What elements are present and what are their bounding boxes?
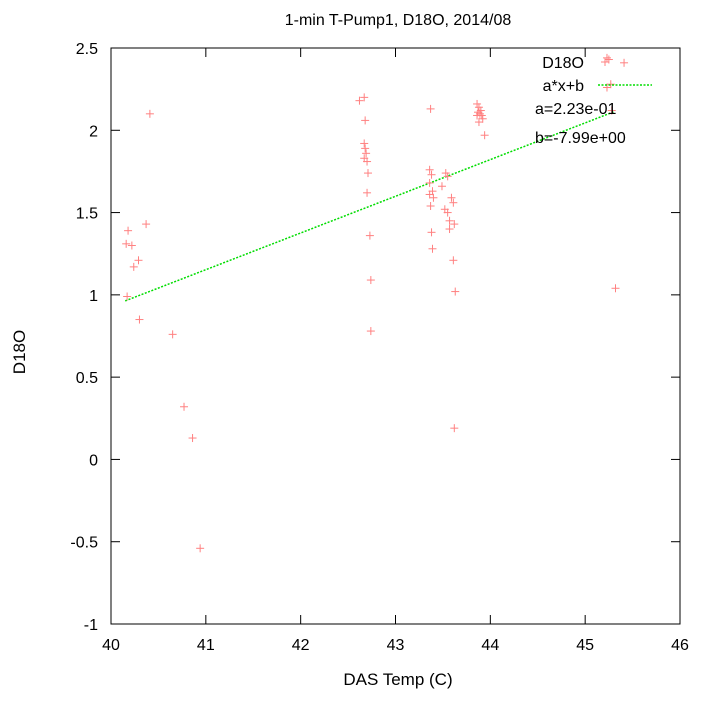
data-point bbox=[361, 116, 370, 125]
plot-frame bbox=[110, 47, 681, 625]
data-point bbox=[142, 220, 151, 229]
data-point bbox=[427, 170, 436, 179]
x-axis-label: DAS Temp (C) bbox=[343, 670, 452, 689]
data-point bbox=[606, 80, 615, 89]
data-point bbox=[427, 228, 436, 237]
y-tick-label: 0.5 bbox=[76, 370, 98, 387]
data-point bbox=[360, 139, 369, 148]
y-tick-label: -0.5 bbox=[70, 535, 98, 552]
data-point bbox=[124, 226, 133, 235]
data-point bbox=[425, 178, 434, 187]
data-point bbox=[425, 165, 434, 174]
y-tick-label: 0 bbox=[89, 452, 98, 469]
data-point bbox=[443, 208, 452, 217]
data-point bbox=[366, 276, 375, 285]
data-point bbox=[361, 144, 370, 153]
data-point bbox=[449, 198, 458, 207]
x-tick-label: 40 bbox=[102, 637, 120, 654]
data-point bbox=[451, 287, 460, 296]
x-tick-label: 45 bbox=[576, 637, 594, 654]
legend-plus-marker bbox=[601, 58, 609, 66]
data-point bbox=[129, 262, 138, 271]
x-tick-label: 44 bbox=[481, 637, 499, 654]
data-point bbox=[445, 225, 454, 234]
annotation-b: b=-7.99e+00 bbox=[535, 130, 626, 147]
ticks-layer: 40 41 42 43 44 45 46 -1 -0.5 0 0.5 1 1.5 2 2.5 bbox=[70, 41, 689, 654]
data-point bbox=[362, 149, 371, 158]
data-point bbox=[474, 118, 483, 127]
data-point bbox=[168, 330, 177, 339]
data-point bbox=[443, 172, 452, 181]
data-point bbox=[127, 241, 136, 250]
y-tick-label: 2.5 bbox=[76, 41, 98, 58]
data-point bbox=[145, 109, 154, 118]
data-point bbox=[478, 114, 487, 123]
data-point bbox=[365, 231, 374, 240]
y-axis-label: D18O bbox=[10, 330, 29, 374]
legend-marker-d18o bbox=[601, 58, 609, 66]
data-point bbox=[450, 424, 459, 433]
data-point bbox=[429, 193, 438, 202]
data-point bbox=[426, 201, 435, 210]
x-tick-label: 46 bbox=[671, 637, 689, 654]
data-point bbox=[474, 103, 483, 112]
data-point bbox=[188, 434, 197, 443]
data-point bbox=[180, 402, 189, 411]
data-point bbox=[366, 327, 375, 336]
x-tick-label: 42 bbox=[292, 637, 310, 654]
points-layer bbox=[122, 53, 629, 553]
data-point bbox=[196, 544, 205, 553]
x-tick-label: 43 bbox=[387, 637, 405, 654]
data-point bbox=[620, 58, 629, 67]
data-point bbox=[122, 239, 131, 248]
data-point bbox=[450, 220, 459, 229]
data-point bbox=[425, 190, 434, 199]
y-tick-label: 2 bbox=[89, 123, 98, 140]
data-point bbox=[449, 256, 458, 265]
y-tick-label: 1 bbox=[89, 288, 98, 305]
y-tick-label: 1.5 bbox=[76, 206, 98, 223]
data-point bbox=[473, 99, 482, 108]
legend-label-fit: a*x+b bbox=[543, 78, 584, 95]
legend-label-d18o: D18O bbox=[542, 55, 584, 72]
data-point bbox=[611, 284, 620, 293]
data-point bbox=[363, 188, 372, 197]
data-point bbox=[363, 169, 372, 178]
data-point bbox=[607, 106, 616, 115]
data-point bbox=[437, 182, 446, 191]
data-point bbox=[480, 131, 489, 140]
legend: D18O a*x+b bbox=[542, 55, 652, 95]
x-tick-label: 41 bbox=[197, 637, 215, 654]
annotation-a: a=2.23e-01 bbox=[535, 101, 617, 118]
data-point bbox=[447, 193, 456, 202]
data-point bbox=[441, 169, 450, 178]
chart-title: 1-min T-Pump1, D18O, 2014/08 bbox=[285, 12, 512, 29]
data-point bbox=[135, 315, 144, 324]
data-point bbox=[134, 256, 143, 265]
data-point bbox=[123, 292, 132, 301]
data-point bbox=[355, 96, 364, 105]
data-point bbox=[474, 108, 483, 117]
data-point bbox=[428, 244, 437, 253]
y-tick-label: -1 bbox=[84, 617, 98, 634]
data-point bbox=[473, 111, 482, 120]
data-point bbox=[602, 53, 611, 62]
data-point bbox=[363, 157, 372, 166]
data-point bbox=[360, 93, 369, 102]
data-point bbox=[445, 216, 454, 225]
data-point bbox=[426, 104, 435, 113]
